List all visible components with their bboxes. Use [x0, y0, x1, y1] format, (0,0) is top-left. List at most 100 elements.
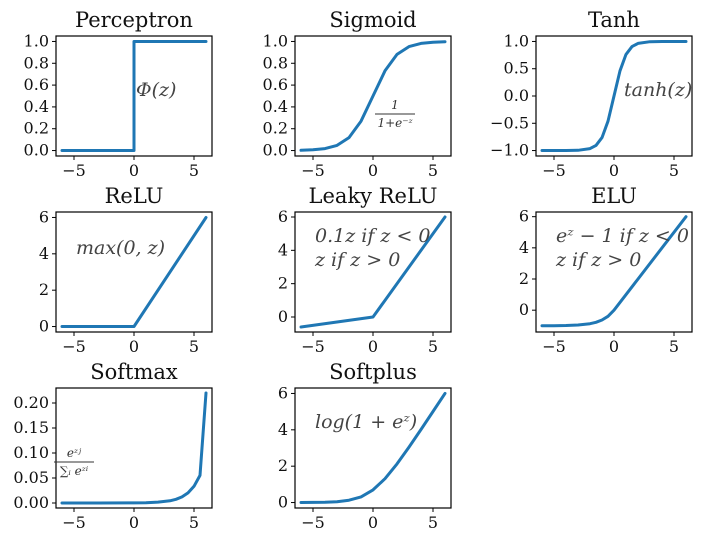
tanh-xtick-label: 0 — [609, 161, 619, 180]
softmax-annotation-denominator: ∑ᵢ eᶻⁱ — [60, 464, 89, 478]
leaky-relu-ytick-label: 2 — [278, 274, 288, 293]
tanh-xtick-label: −5 — [542, 161, 566, 180]
tanh-annotation: tanh(z) — [624, 79, 692, 101]
softplus-ytick-label: 2 — [278, 456, 288, 475]
softplus-annotation: log(1 + eᶻ) — [315, 411, 417, 433]
sigmoid-xtick-label: 0 — [368, 161, 378, 180]
tanh-ytick-label: −0.5 — [490, 113, 529, 132]
softmax-ytick-label: 0.15 — [13, 418, 49, 437]
leaky-relu-curve — [299, 215, 447, 329]
elu-panel: ELU −5 0 5 0 2 4 6 eᶻ − 1 if z < 0z if z > 0 — [519, 184, 693, 356]
perceptron-panel: Perceptron −5 0 5 0.0 0.2 0.4 0.6 0.8 1.0 Φ(z) — [24, 8, 213, 180]
elu-xtick-label: −5 — [542, 337, 566, 356]
perceptron-title: Perceptron — [75, 8, 193, 32]
perceptron-annotation: Φ(z) — [136, 79, 176, 101]
tanh-panel: Tanh −5 0 5 −1.0 −0.5 0.0 0.5 1.0 tanh(z) — [490, 8, 693, 180]
sigmoid-curve — [299, 40, 447, 152]
relu-ytick-label: 0 — [39, 317, 49, 336]
elu-annotation: z if z > 0 — [555, 249, 641, 271]
elu-annotation: eᶻ − 1 if z < 0 — [556, 225, 689, 247]
softplus-title: Softplus — [329, 360, 417, 384]
leaky-relu-xtick-label: 5 — [428, 337, 438, 356]
elu-ytick-label: 4 — [519, 238, 529, 257]
tanh-ytick-label: 0.5 — [504, 59, 529, 78]
sigmoid-ytick-label: 0.4 — [263, 97, 288, 116]
elu-ytick-label: 6 — [519, 207, 529, 226]
elu-xtick-label: 5 — [669, 337, 679, 356]
sigmoid-ytick-label: 0.8 — [263, 53, 288, 72]
perceptron-ytick-label: 0.0 — [24, 141, 49, 160]
perceptron-ytick-label: 0.6 — [24, 75, 49, 94]
sigmoid-ytick-label: 0.0 — [263, 141, 288, 160]
softplus-panel: Softplus −5 0 5 0 2 4 6 log(1 + eᶻ) — [278, 360, 452, 532]
relu-frame — [55, 211, 213, 333]
perceptron-curve — [60, 40, 208, 152]
softmax-xtick-label: −5 — [62, 513, 86, 532]
softplus-ytick-label: 6 — [278, 383, 288, 402]
leaky-relu-xtick-label: −5 — [301, 337, 325, 356]
elu-curve — [540, 215, 688, 328]
relu-xtick-label: 5 — [189, 337, 199, 356]
softmax-ytick-label: 0.05 — [13, 468, 49, 487]
sigmoid-ytick-label: 1.0 — [263, 31, 288, 50]
softmax-xtick-label: 5 — [189, 513, 199, 532]
softplus-curve — [299, 391, 447, 504]
sigmoid-xtick-label: −5 — [301, 161, 325, 180]
softmax-ytick-label: 0.20 — [13, 393, 49, 412]
elu-xtick-label: 0 — [609, 337, 619, 356]
leaky-relu-ytick-label: 0 — [278, 307, 288, 326]
sigmoid-xtick-label: 5 — [428, 161, 438, 180]
softmax-panel: Softmax −5 0 5 0.00 0.05 0.10 0.15 0.20 eᶻʲ ∑ᵢ eᶻⁱ — [13, 360, 213, 532]
perceptron-ytick-label: 0.8 — [24, 53, 49, 72]
perceptron-ytick-label: 1.0 — [24, 31, 49, 50]
relu-title: ReLU — [105, 184, 164, 208]
softplus-xtick-label: 0 — [368, 513, 378, 532]
sigmoid-ytick-label: 0.6 — [263, 75, 288, 94]
softmax-xtick-label: 0 — [129, 513, 139, 532]
tanh-ytick-label: 0.0 — [504, 86, 529, 105]
softmax-annotation-numerator: eᶻʲ — [67, 446, 82, 460]
sigmoid-panel: Sigmoid −5 0 5 0.0 0.2 0.4 0.6 0.8 1.0 1 1+e⁻ᶻ — [263, 8, 452, 180]
relu-xtick-label: 0 — [129, 337, 139, 356]
elu-ytick-label: 2 — [519, 269, 529, 288]
relu-xtick-label: −5 — [62, 337, 86, 356]
softplus-xtick-label: 5 — [428, 513, 438, 532]
leaky-relu-annotation: z if z > 0 — [314, 249, 400, 271]
relu-ytick-label: 2 — [39, 280, 49, 299]
leaky-relu-ytick-label: 4 — [278, 240, 288, 259]
relu-annotation: max(0, z) — [76, 237, 165, 259]
tanh-ytick-label: 1.0 — [504, 31, 529, 50]
leaky-relu-xtick-label: 0 — [368, 337, 378, 356]
leaky-relu-ytick-label: 6 — [278, 207, 288, 226]
elu-ytick-label: 0 — [519, 300, 529, 319]
tanh-curve — [540, 40, 688, 152]
softplus-ytick-label: 0 — [278, 493, 288, 512]
leaky-relu-panel: Leaky ReLU −5 0 5 0 2 4 6 0.1z if z < 0z if z > … — [278, 184, 452, 356]
perceptron-xtick-label: 5 — [189, 161, 199, 180]
tanh-ytick-label: −1.0 — [490, 141, 529, 160]
tanh-xtick-label: 5 — [669, 161, 679, 180]
softplus-xtick-label: −5 — [301, 513, 325, 532]
sigmoid-title: Sigmoid — [329, 8, 416, 32]
relu-panel: ReLU −5 0 5 0 2 4 6 max(0, z) — [39, 184, 213, 356]
softplus-ytick-label: 4 — [278, 420, 288, 439]
perceptron-ytick-label: 0.4 — [24, 97, 49, 116]
relu-ytick-label: 6 — [39, 207, 49, 226]
perceptron-xtick-label: −5 — [62, 161, 86, 180]
sigmoid-ytick-label: 0.2 — [263, 119, 288, 138]
sigmoid-annotation-numerator: 1 — [391, 98, 399, 112]
leaky-relu-title: Leaky ReLU — [309, 184, 438, 208]
tanh-title: Tanh — [588, 8, 640, 32]
softmax-ytick-label: 0.00 — [13, 493, 49, 512]
relu-curve — [60, 216, 208, 328]
softmax-ytick-label: 0.10 — [13, 443, 49, 462]
relu-ytick-label: 4 — [39, 244, 49, 263]
leaky-relu-annotation: 0.1z if z < 0 — [315, 225, 431, 247]
perceptron-ytick-label: 0.2 — [24, 119, 49, 138]
softmax-title: Softmax — [90, 360, 178, 384]
elu-title: ELU — [591, 184, 637, 208]
perceptron-xtick-label: 0 — [129, 161, 139, 180]
softmax-curve — [60, 391, 208, 505]
sigmoid-annotation-denominator: 1+e⁻ᶻ — [377, 116, 413, 130]
